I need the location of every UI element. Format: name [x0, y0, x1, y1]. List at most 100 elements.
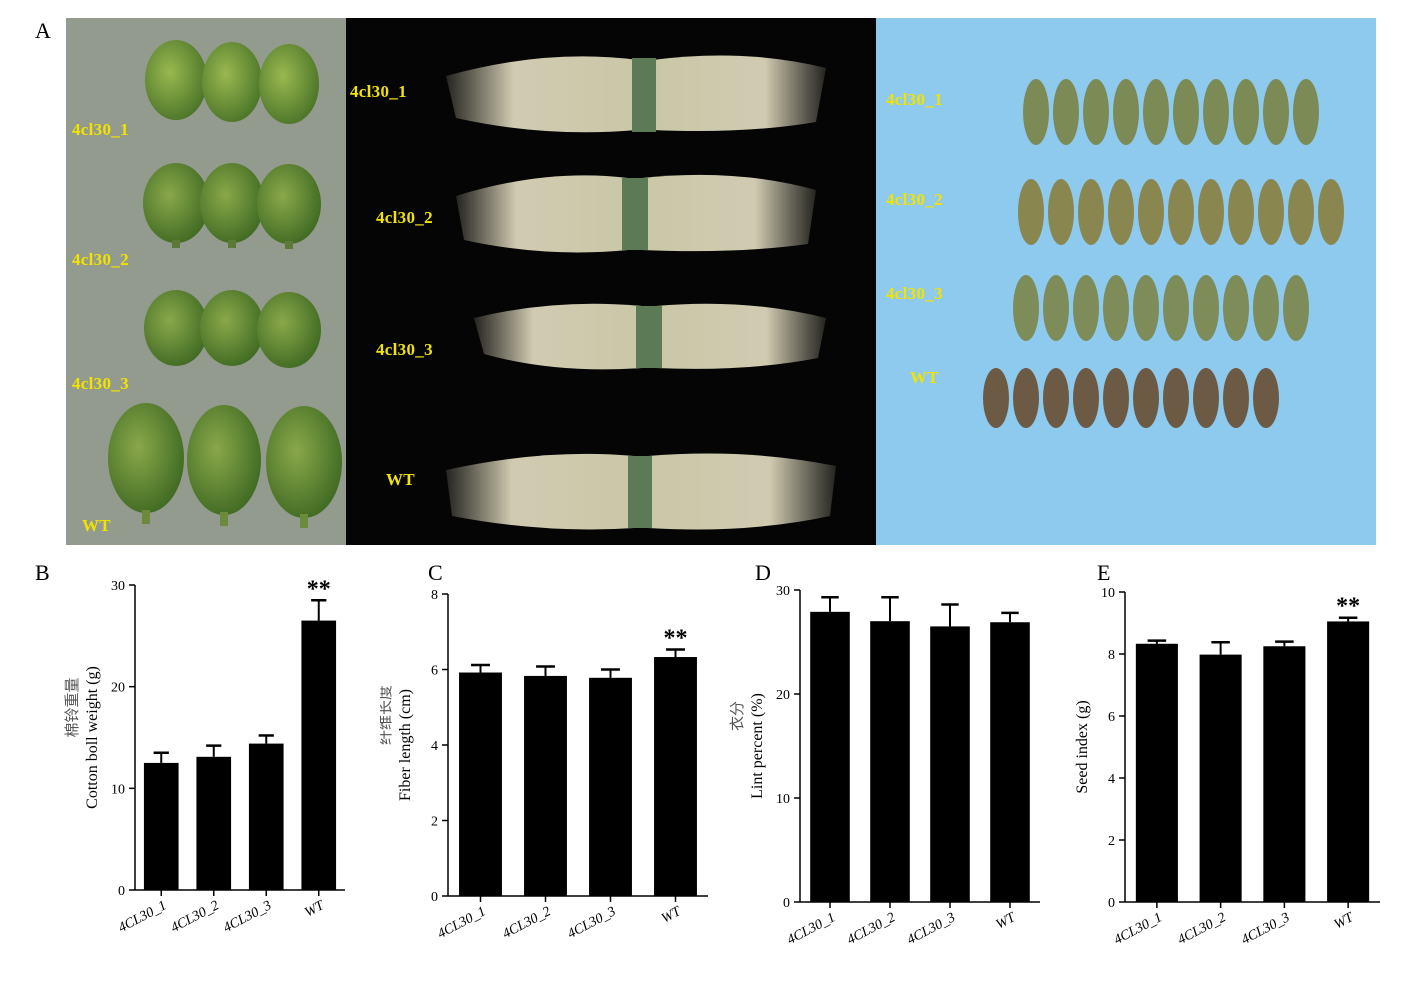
x-tick-label: 4CL30_1	[116, 898, 169, 936]
seed-1-5	[1168, 179, 1194, 245]
significance-mark: **	[307, 576, 331, 602]
seed-3-2	[1043, 368, 1069, 428]
seed-2-8	[1253, 275, 1279, 341]
x-tick-label: 4CL30_2	[1175, 910, 1228, 948]
y-axis-label-cn: 衣分	[729, 701, 746, 731]
seed-2-6	[1193, 275, 1219, 341]
y-axis-label: Fiber length (cm)	[397, 689, 414, 801]
seed-3-7	[1193, 368, 1219, 428]
bar-4CL30_3	[1263, 646, 1306, 902]
x-tick-label: WT	[302, 898, 327, 921]
fiber-label-wt: WT	[386, 470, 415, 489]
seed-3-8	[1223, 368, 1249, 428]
seed-2-9	[1283, 275, 1309, 341]
chart-fiber-length: 0 2 4 6 8 4CL30_1 4CL30_2 4CL30_3 WT ** Fiber leng…	[377, 570, 720, 990]
fiber-label-1: 4cl30_1	[350, 82, 407, 101]
bar-4CL30_2	[870, 621, 910, 902]
seed-0-5	[1173, 79, 1199, 145]
seed-0-8	[1263, 79, 1289, 145]
bar-WT	[990, 622, 1030, 902]
seed-0-0	[1023, 79, 1049, 145]
seed-2-0	[1013, 275, 1039, 341]
boll-label-3: 4cl30_3	[72, 374, 129, 393]
bar-4CL30_1	[143, 762, 179, 890]
seed-0-1	[1053, 79, 1079, 145]
panel-label-c: C	[428, 560, 443, 585]
chart-seed-index: 0 2 4 6 8 10 4CL30_1 4CL30_2 4CL30_3 WT ** Seed ind…	[1054, 570, 1410, 990]
seed-photo: 4cl30_1 4cl30_2 4cl30_3 WT	[876, 18, 1376, 545]
bar-4CL30_1	[459, 672, 502, 896]
bar-4CL30_1	[1135, 643, 1178, 902]
bar-WT	[1327, 621, 1370, 902]
chart-boll-weight: 0 10 20 30 4CL30_1 4CL30_2 4CL30_3 WT ** Cotton b…	[40, 570, 380, 990]
bar-4CL30_2	[1199, 654, 1242, 902]
seed-0-2	[1083, 79, 1109, 145]
seed-label-1: 4cl30_1	[886, 90, 943, 109]
seed-3-0	[983, 368, 1009, 428]
fiber-photo: 4cl30_1 4cl30_2 4cl30_3 WT	[346, 18, 876, 545]
x-tick-label: WT	[1332, 910, 1357, 933]
y-tick-label: 6	[1108, 710, 1115, 725]
x-tick-label: 4CL30_1	[785, 910, 838, 948]
seed-3-3	[1073, 368, 1099, 428]
y-tick-label: 30	[111, 579, 125, 594]
seed-1-2	[1078, 179, 1104, 245]
y-tick-label: 20	[776, 688, 790, 703]
seed-2-2	[1073, 275, 1099, 341]
y-tick-label: 6	[431, 664, 438, 679]
seed-1-6	[1198, 179, 1224, 245]
bar-4CL30_3	[589, 677, 632, 896]
significance-mark: **	[664, 625, 688, 651]
seed-0-3	[1113, 79, 1139, 145]
seed-label-3: 4cl30_3	[886, 284, 943, 303]
x-tick-label: 4CL30_1	[1112, 910, 1165, 948]
seed-1-0	[1018, 179, 1044, 245]
y-tick-label: 2	[431, 815, 438, 830]
seed-label-wt: WT	[910, 368, 939, 387]
seed-0-6	[1203, 79, 1229, 145]
x-tick-label: 4CL30_3	[905, 910, 958, 948]
seed-0-9	[1293, 79, 1319, 145]
seed-1-7	[1228, 179, 1254, 245]
bar-4CL30_2	[524, 675, 567, 896]
seed-2-4	[1133, 275, 1159, 341]
panel-label-a: A	[35, 18, 51, 43]
y-tick-label: 30	[776, 584, 790, 599]
boll-photo: 4cl30_1 4cl30_2 4cl30_3 WT	[66, 18, 346, 545]
seed-1-4	[1138, 179, 1164, 245]
x-tick-label: 4CL30_2	[845, 910, 898, 948]
y-tick-label: 8	[1108, 648, 1115, 663]
seed-3-4	[1103, 368, 1129, 428]
seed-label-2: 4cl30_2	[886, 190, 943, 209]
seed-2-3	[1103, 275, 1129, 341]
y-axis-label-cn: 棉铃重量	[64, 677, 81, 737]
bar-WT	[301, 620, 337, 890]
x-tick-label: 4CL30_3	[221, 898, 274, 936]
bar-WT	[654, 657, 697, 896]
y-tick-label: 4	[431, 739, 438, 754]
fiber-illustration	[346, 18, 876, 545]
y-tick-label: 10	[1101, 586, 1115, 601]
seed-illustration	[876, 18, 1376, 545]
boll-illustration	[66, 18, 346, 545]
seed-1-3	[1108, 179, 1134, 245]
y-tick-label: 10	[776, 792, 790, 807]
seed-0-7	[1233, 79, 1259, 145]
seed-3-5	[1133, 368, 1159, 428]
seed-1-9	[1288, 179, 1314, 245]
bar-4CL30_1	[810, 611, 850, 902]
y-axis-label-cn: 子指	[1070, 702, 1071, 732]
x-tick-label: 4CL30_2	[169, 898, 222, 936]
bar-4CL30_3	[930, 626, 970, 902]
fiber-label-2: 4cl30_2	[376, 208, 433, 227]
seed-0-4	[1143, 79, 1169, 145]
fiber-label-3: 4cl30_3	[376, 340, 433, 359]
y-axis-label-cn: 纤维长度	[380, 685, 394, 745]
seed-3-9	[1253, 368, 1279, 428]
seed-2-1	[1043, 275, 1069, 341]
seed-2-7	[1223, 275, 1249, 341]
x-tick-label: 4CL30_3	[565, 904, 618, 942]
panel-label-b: B	[35, 560, 50, 585]
seed-1-1	[1048, 179, 1074, 245]
seed-1-10	[1318, 179, 1344, 245]
